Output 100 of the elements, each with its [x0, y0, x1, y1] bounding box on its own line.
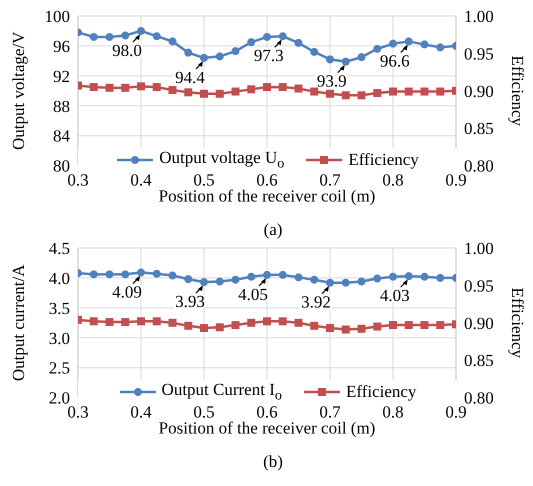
point: [121, 84, 130, 92]
y-tick-label: 96: [53, 36, 70, 56]
point: [420, 40, 428, 48]
point: [278, 83, 287, 92]
point: [232, 47, 240, 56]
point: [389, 321, 397, 330]
point: [389, 40, 397, 48]
y-tick-label: 92: [53, 66, 70, 86]
y2-tick-label: 0.80: [464, 388, 494, 408]
point: [232, 276, 240, 284]
point: [404, 88, 413, 96]
point: [137, 26, 145, 35]
legend-label: Output Current I$_{o}$: [162, 380, 282, 404]
annotation: 4.03: [380, 286, 410, 306]
annotation: 97.3: [254, 46, 284, 66]
point: [389, 272, 397, 281]
x-tick-label: 0.8: [382, 402, 404, 422]
point: [121, 318, 130, 326]
y-tick-label: 80: [53, 156, 70, 176]
x-tick-label: 0.3: [67, 402, 89, 422]
point: [263, 317, 271, 326]
point: [436, 274, 444, 282]
point: [358, 53, 366, 62]
point: [137, 82, 145, 90]
point: [152, 32, 161, 40]
point: [404, 37, 413, 46]
annotation: 93.9: [316, 72, 347, 91]
annotation: 94.4: [175, 68, 206, 87]
point: [216, 52, 224, 60]
point: [90, 32, 98, 41]
y-axis-title: Output voltage/V: [9, 30, 28, 150]
point: [278, 317, 287, 326]
y-tick-label: 4.0: [48, 268, 70, 288]
point: [200, 54, 208, 62]
point: [247, 85, 256, 94]
text: (b): [262, 452, 284, 472]
annotation: 4.09: [112, 282, 142, 302]
annotation: 98.0: [112, 40, 142, 60]
point: [420, 321, 428, 330]
point: [342, 278, 350, 287]
point: [294, 273, 302, 282]
point: [326, 324, 334, 332]
point: [121, 270, 130, 278]
point: [263, 270, 271, 279]
point: [232, 88, 240, 96]
point: [310, 276, 318, 284]
point: [247, 272, 256, 281]
point: [168, 86, 176, 94]
y-tick-label: 2.5: [48, 358, 70, 378]
annotation: 96.6: [380, 51, 410, 70]
point: [436, 88, 444, 96]
y-tick-label: 4.5: [48, 239, 70, 258]
point: [263, 32, 271, 41]
point: [358, 324, 366, 333]
point: [310, 88, 318, 96]
point: [106, 84, 114, 92]
point: [152, 317, 161, 326]
y-axis-title: Output current/A: [9, 264, 28, 382]
x-tick-label: 0.9: [445, 402, 467, 422]
point: [90, 83, 98, 92]
point: [152, 83, 161, 92]
point: [326, 90, 334, 98]
x-tick-label: 0.4: [130, 170, 152, 190]
y2-tick-label: 0.95: [464, 44, 494, 64]
point: [168, 318, 176, 327]
legend-label: Output voltage U$_{o}$: [159, 148, 284, 172]
point: [436, 321, 444, 330]
point: [200, 324, 208, 332]
y-tick-label: 84: [53, 126, 70, 146]
point: [137, 317, 145, 326]
point: [106, 270, 114, 278]
x-tick-label: 0.3: [67, 170, 89, 190]
point: [278, 32, 287, 40]
point: [216, 278, 224, 286]
point: [373, 89, 382, 98]
y-tick-label: 88: [53, 96, 70, 116]
point: [263, 83, 271, 92]
point: [168, 272, 176, 280]
y2-tick-label: 0.85: [464, 119, 494, 138]
point: [373, 322, 382, 331]
point: [90, 270, 98, 278]
point: [420, 88, 428, 96]
point: [184, 48, 192, 57]
y2-tick-label: 0.80: [464, 156, 494, 176]
y2-tick-label: 0.95: [464, 276, 494, 296]
y2-axis-title: Efficiency: [508, 56, 527, 127]
point: [310, 48, 318, 56]
y2-axis-title: Efficiency: [508, 288, 527, 359]
point: [216, 90, 224, 98]
legend-label: Efficiency: [348, 150, 419, 170]
point: [358, 278, 366, 286]
point: [404, 321, 413, 330]
point: [326, 278, 334, 287]
text: (a): [262, 220, 284, 240]
point: [90, 317, 98, 326]
point: [247, 318, 256, 327]
point: [278, 270, 287, 279]
point: [389, 88, 397, 96]
point: [106, 318, 114, 326]
point: [294, 318, 302, 327]
